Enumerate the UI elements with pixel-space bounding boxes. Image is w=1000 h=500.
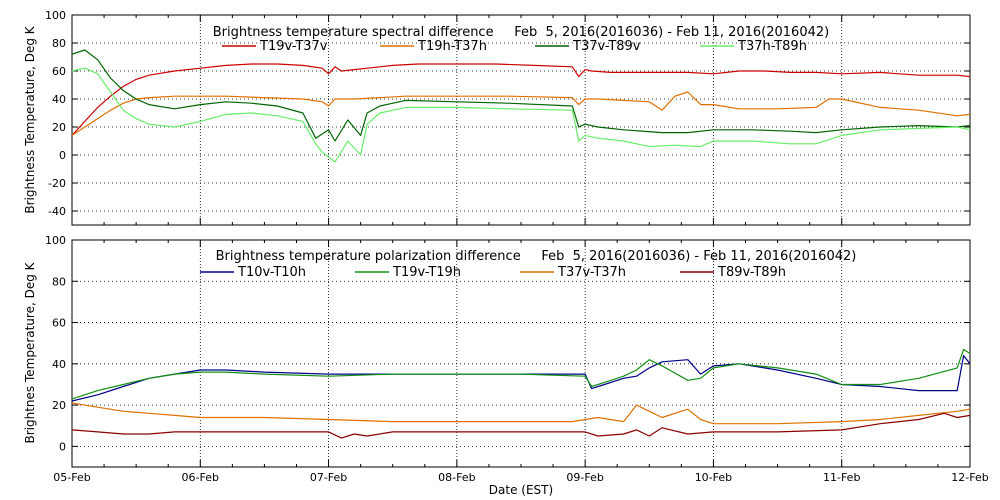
x-tick-label: 10-Feb: [695, 471, 732, 484]
chart-title: Brightness temperature polarization diff…: [216, 249, 857, 264]
series-line-T37h-T89h: [71, 67, 971, 163]
series-line-T19v-T37v: [71, 63, 971, 136]
x-tick-label: 06-Feb: [182, 471, 219, 484]
y-tick-label: 60: [52, 317, 66, 330]
series-line-T10v-T10h: [71, 355, 971, 402]
series-lines: [71, 348, 971, 439]
x-tick-label: 05-Feb: [53, 471, 90, 484]
y-tick-label: -20: [48, 177, 66, 190]
gridlines: [72, 15, 970, 225]
y-tick-label: -40: [48, 205, 66, 218]
legend-label: T89v-T89h: [717, 265, 786, 280]
series-line-T37v-T89v: [71, 49, 971, 142]
y-tick-label: 80: [52, 37, 66, 50]
y-tick-label: 20: [52, 121, 66, 134]
y-tick-label: 100: [45, 234, 66, 247]
x-tick-label: 12-Feb: [951, 471, 988, 484]
y-tick-label: 100: [45, 9, 66, 22]
spectral-difference-panel: -40 -20 0 20 40 60 80 100 T19v-T37v T19h-T37h T37…: [23, 9, 971, 226]
y-tick-label: 40: [52, 93, 66, 106]
polarization-difference-panel: 0 20 40 60 80 100 05-Feb 06-Feb 07-Feb 08-Feb 09-…: [23, 234, 989, 497]
plot-frame: [71, 239, 971, 468]
y-axis-label: Brightness Temperature, Deg K: [23, 25, 37, 213]
series-line-T37v-T37h: [71, 402, 971, 425]
y-tick-label: 0: [59, 149, 66, 162]
legend-label: T19v-T37v: [259, 39, 328, 54]
gridlines: [72, 240, 970, 467]
legend-label: T19h-T37h: [417, 39, 487, 54]
x-tick-label: 09-Feb: [566, 471, 603, 484]
y-tick-label: 0: [59, 440, 66, 453]
y-tick-label: 20: [52, 399, 66, 412]
x-tick-label: 08-Feb: [438, 471, 475, 484]
y-axis-ticks: 0 20 40 60 80 100: [45, 234, 970, 453]
y-tick-label: 80: [52, 275, 66, 288]
y-tick-label: 60: [52, 65, 66, 78]
series-line-T19h-T37h: [71, 91, 971, 136]
legend: T19v-T37v T19h-T37h T37v-T89v T37h-T89h: [222, 39, 807, 54]
y-tick-label: 40: [52, 358, 66, 371]
legend: T10v-T10h T19v-T19h T37v-T37h T89v-T89h: [200, 265, 786, 280]
legend-label: T19v-T19h: [392, 265, 461, 280]
y-axis-ticks: -40 -20 0 20 40 60 80 100: [45, 9, 970, 218]
y-axis-label: Brightnes Temperature, Deg K: [23, 261, 37, 443]
x-tick-label: 07-Feb: [310, 471, 347, 484]
x-tick-label: 11-Feb: [823, 471, 860, 484]
x-axis-ticks: [71, 15, 971, 225]
series-line-T19v-T19h: [71, 348, 971, 400]
x-axis-label: Date (EST): [489, 483, 553, 497]
legend-label: T37h-T89h: [737, 39, 807, 54]
legend-label: T37v-T89v: [572, 39, 641, 54]
chart-title: Brightness temperature spectral differen…: [213, 25, 829, 40]
legend-label: T10v-T10h: [237, 265, 306, 280]
series-line-T89v-T89h: [71, 412, 971, 439]
legend-label: T37v-T37h: [557, 265, 626, 280]
x-axis-ticks: 05-Feb 06-Feb 07-Feb 08-Feb 09-Feb 10-Feb 11-F…: [53, 240, 989, 484]
series-lines: [71, 49, 971, 163]
